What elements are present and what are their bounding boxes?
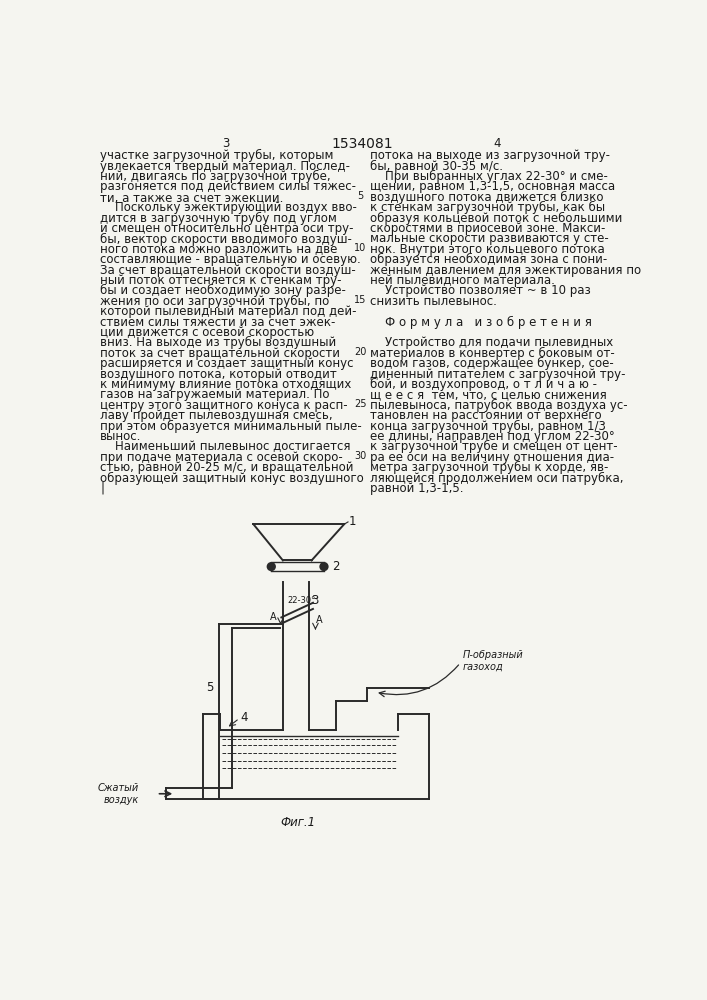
Text: ный поток оттесняется к стенкам тру-: ный поток оттесняется к стенкам тру- xyxy=(100,274,341,287)
Text: бы, равной 30-35 м/с.: бы, равной 30-35 м/с. xyxy=(370,160,503,173)
Text: 5: 5 xyxy=(206,681,214,694)
Text: к стенкам загрузочной трубы, как бы: к стенкам загрузочной трубы, как бы xyxy=(370,201,604,214)
Text: центру этого защитного конуса к расп-: центру этого защитного конуса к расп- xyxy=(100,399,348,412)
Text: вынос.: вынос. xyxy=(100,430,141,443)
Text: газов на загружаемый материал. По: газов на загружаемый материал. По xyxy=(100,388,329,401)
Text: метра загрузочной трубы к хорде, яв-: метра загрузочной трубы к хорде, яв- xyxy=(370,461,608,474)
Text: Фиг.1: Фиг.1 xyxy=(280,816,315,829)
Text: равной 1,3-1,5.: равной 1,3-1,5. xyxy=(370,482,463,495)
Text: ее длины, направлен под углом 22-30°: ее длины, направлен под углом 22-30° xyxy=(370,430,614,443)
Text: ляющейся продолжением оси патрубка,: ляющейся продолжением оси патрубка, xyxy=(370,472,623,485)
Text: ти, а также за счет эжекции.: ти, а также за счет эжекции. xyxy=(100,191,284,204)
Text: A: A xyxy=(270,612,276,622)
Text: бы и создает необходимую зону разре-: бы и создает необходимую зону разре- xyxy=(100,284,346,297)
Text: 10: 10 xyxy=(354,243,366,253)
Text: Устройство позволяет ~ в 10 раз: Устройство позволяет ~ в 10 раз xyxy=(370,284,590,297)
Text: ции движется с осевой скоростью: ции движется с осевой скоростью xyxy=(100,326,314,339)
Circle shape xyxy=(267,562,276,571)
Text: жения по оси загрузочной трубы, по: жения по оси загрузочной трубы, по xyxy=(100,295,329,308)
Text: нок. Внутри этого кольцевого потока: нок. Внутри этого кольцевого потока xyxy=(370,243,604,256)
Text: к загрузочной трубе и смещен от цент-: к загрузочной трубе и смещен от цент- xyxy=(370,440,617,453)
Text: 22-30°: 22-30° xyxy=(288,596,316,605)
Text: П-образный
газоход: П-образный газоход xyxy=(462,650,523,671)
Circle shape xyxy=(320,562,329,571)
Text: к минимуму влияние потока отходящих: к минимуму влияние потока отходящих xyxy=(100,378,351,391)
Text: участке загрузочной трубы, которым: участке загрузочной трубы, которым xyxy=(100,149,334,162)
Text: увлекается твердый материал. Послед-: увлекается твердый материал. Послед- xyxy=(100,160,350,173)
Text: 15: 15 xyxy=(354,295,367,305)
Text: разгоняется под действием силы тяжес-: разгоняется под действием силы тяжес- xyxy=(100,180,356,193)
Text: воздушного потока движется близко: воздушного потока движется близко xyxy=(370,191,603,204)
Text: 4: 4 xyxy=(493,137,501,150)
Text: потока на выходе из загрузочной тру-: потока на выходе из загрузочной тру- xyxy=(370,149,609,162)
Text: 1534081: 1534081 xyxy=(331,137,393,151)
Text: диненный питателем с загрузочной тру-: диненный питателем с загрузочной тру- xyxy=(370,368,625,381)
Text: За счет вращательной скорости воздуш-: За счет вращательной скорости воздуш- xyxy=(100,264,356,277)
Text: бы, вектор скорости вводимого воздуш-: бы, вектор скорости вводимого воздуш- xyxy=(100,232,352,246)
Text: расширяется и создает защитный конус: расширяется и создает защитный конус xyxy=(100,357,354,370)
Text: образующей защитный конус воздушного: образующей защитный конус воздушного xyxy=(100,472,363,485)
Text: тановлен на расстоянии от верхнего: тановлен на расстоянии от верхнего xyxy=(370,409,602,422)
Text: Поскольку эжектирующий воздух вво-: Поскольку эжектирующий воздух вво- xyxy=(100,201,357,214)
Text: Устройство для подачи пылевидных: Устройство для подачи пылевидных xyxy=(370,336,613,349)
Text: ра ее оси на величину отношения диа-: ра ее оси на величину отношения диа- xyxy=(370,451,614,464)
Text: ствием силы тяжести и за счет эжек-: ствием силы тяжести и за счет эжек- xyxy=(100,316,335,329)
Text: щении, равном 1,3-1,5, основная масса: щении, равном 1,3-1,5, основная масса xyxy=(370,180,615,193)
Text: 3: 3 xyxy=(311,594,318,607)
Text: При выбранных углах 22-30° и сме-: При выбранных углах 22-30° и сме- xyxy=(370,170,607,183)
Text: Наименьший пылевынос достигается: Наименьший пылевынос достигается xyxy=(100,440,351,453)
Text: при этом образуется минимальный пыле-: при этом образуется минимальный пыле- xyxy=(100,420,362,433)
Text: ного потока можно разложить на две: ного потока можно разложить на две xyxy=(100,243,337,256)
Text: 2: 2 xyxy=(332,560,339,573)
Text: снизить пылевынос.: снизить пылевынос. xyxy=(370,295,496,308)
Text: мальные скорости развиваются у сте-: мальные скорости развиваются у сте- xyxy=(370,232,609,245)
Text: 30: 30 xyxy=(354,451,366,461)
Text: водом газов, содержащее бункер, сое-: водом газов, содержащее бункер, сое- xyxy=(370,357,614,370)
Text: Сжатый
воздук: Сжатый воздук xyxy=(98,783,139,805)
Text: которой пылевидный материал под дей-: которой пылевидный материал под дей- xyxy=(100,305,356,318)
Text: воздушного потока, который отводит: воздушного потока, который отводит xyxy=(100,368,337,381)
Text: 3: 3 xyxy=(222,137,229,150)
Text: 20: 20 xyxy=(354,347,367,357)
Text: конца загрузочной трубы, равном 1/3: конца загрузочной трубы, равном 1/3 xyxy=(370,420,606,433)
Text: 5: 5 xyxy=(357,191,363,201)
Text: ний, двигаясь по загрузочной трубе,: ний, двигаясь по загрузочной трубе, xyxy=(100,170,331,183)
Text: бой, и воздухопровод, о т л и ч а ю -: бой, и воздухопровод, о т л и ч а ю - xyxy=(370,378,597,391)
Text: 1: 1 xyxy=(349,515,356,528)
Text: скоростями в приосевой зоне. Макси-: скоростями в приосевой зоне. Макси- xyxy=(370,222,605,235)
Text: 4: 4 xyxy=(240,711,247,724)
Text: вниз. На выходе из трубы воздушный: вниз. На выходе из трубы воздушный xyxy=(100,336,337,349)
Text: и смещен относительно центра оси тру-: и смещен относительно центра оси тру- xyxy=(100,222,354,235)
Text: ней пылевидного материала.: ней пылевидного материала. xyxy=(370,274,554,287)
Text: материалов в конвертер с боковым от-: материалов в конвертер с боковым от- xyxy=(370,347,614,360)
Text: составляющие - вращательную и осевую.: составляющие - вращательную и осевую. xyxy=(100,253,361,266)
Text: щ е е с я  тем, что, с целью снижения: щ е е с я тем, что, с целью снижения xyxy=(370,388,607,401)
Text: образуя кольцевой поток с небольшими: образуя кольцевой поток с небольшими xyxy=(370,212,622,225)
Text: при подаче материала с осевой скоро-: при подаче материала с осевой скоро- xyxy=(100,451,343,464)
Text: поток за счет вращательной скорости: поток за счет вращательной скорости xyxy=(100,347,340,360)
Text: A: A xyxy=(315,615,322,625)
Text: пылевыноса, патрубок ввода воздуха ус-: пылевыноса, патрубок ввода воздуха ус- xyxy=(370,399,627,412)
Text: Ф о р м у л а   и з о б р е т е н и я: Ф о р м у л а и з о б р е т е н и я xyxy=(370,316,592,329)
Text: лаву пройдет пылевоздушная смесь,: лаву пройдет пылевоздушная смесь, xyxy=(100,409,332,422)
Text: образуется необходимая зона с пони-: образуется необходимая зона с пони- xyxy=(370,253,607,266)
Text: женным давлением для эжектирования по: женным давлением для эжектирования по xyxy=(370,264,641,277)
Text: |: | xyxy=(100,482,104,495)
Text: стью, равной 20-25 м/с, и вращательной: стью, равной 20-25 м/с, и вращательной xyxy=(100,461,354,474)
Text: дится в загрузочную трубу под углом: дится в загрузочную трубу под углом xyxy=(100,212,337,225)
Text: 25: 25 xyxy=(354,399,367,409)
